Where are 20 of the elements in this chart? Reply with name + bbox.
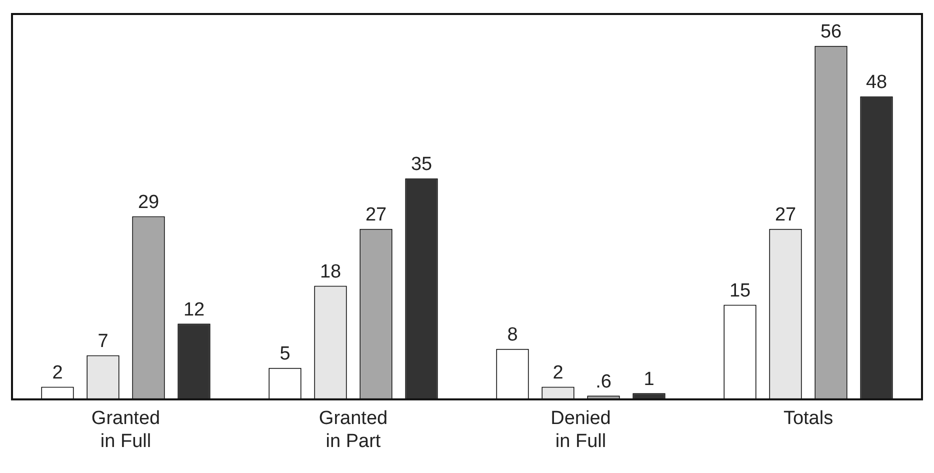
x-tick-label: Granted in Full: [91, 408, 160, 452]
x-tick-label: Denied in Full: [550, 408, 611, 452]
data-label: 48: [866, 72, 888, 94]
data-label: 8: [507, 324, 518, 346]
data-label: 35: [410, 154, 432, 176]
data-label: 1: [644, 368, 654, 390]
data-label: 27: [365, 204, 387, 226]
x-tick-label: Granted in Part: [318, 408, 388, 452]
data-label: 7: [98, 330, 108, 352]
data-label: 5: [280, 344, 290, 365]
data-label: 15: [729, 280, 751, 302]
data-label: .6: [596, 371, 612, 392]
data-label: 2: [552, 362, 564, 384]
data-label: 27: [774, 204, 796, 226]
data-label: 12: [183, 299, 205, 320]
data-label: 29: [138, 192, 160, 214]
data-label: 18: [320, 261, 342, 282]
x-tick-label: Totals: [783, 408, 834, 430]
data-label: 2: [52, 362, 63, 384]
data-label: 56: [820, 22, 842, 43]
